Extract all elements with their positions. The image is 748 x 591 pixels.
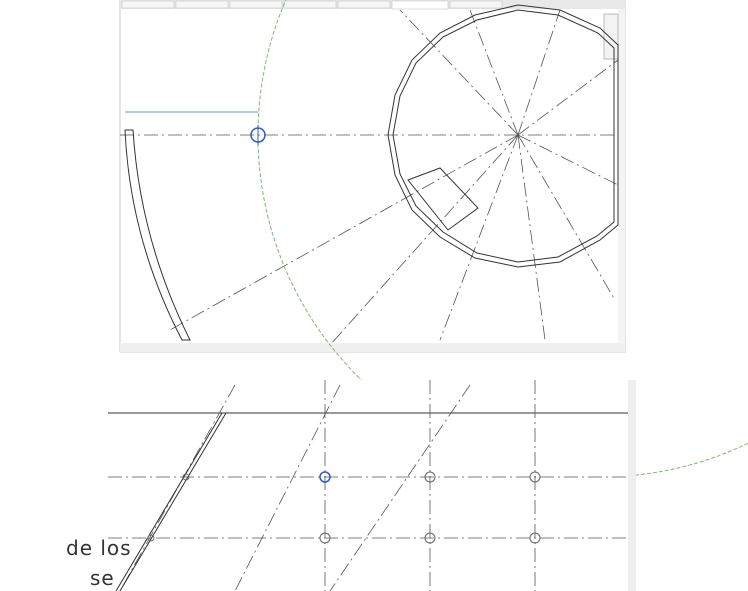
text-fragment: se: [90, 566, 115, 590]
scrollbar: [618, 9, 625, 343]
nodes: [147, 471, 541, 544]
tabs: [121, 0, 503, 10]
text-fragment: de los: [66, 536, 132, 560]
slanted-wall: [115, 412, 227, 591]
viewport-top: [119, 0, 626, 353]
status-bar: [120, 343, 625, 352]
stair: [407, 167, 479, 231]
viewport-bottom: [108, 380, 636, 591]
round-wall: [387, 4, 619, 268]
arc-wall: [124, 129, 191, 341]
grid-lines: [120, 9, 619, 346]
nav-wheel: [603, 13, 619, 60]
selected-node: [319, 471, 331, 483]
grid-lines-bottom: [108, 380, 628, 591]
scrollbar-bottom: [628, 380, 636, 591]
round-wall-inner: [392, 9, 615, 263]
